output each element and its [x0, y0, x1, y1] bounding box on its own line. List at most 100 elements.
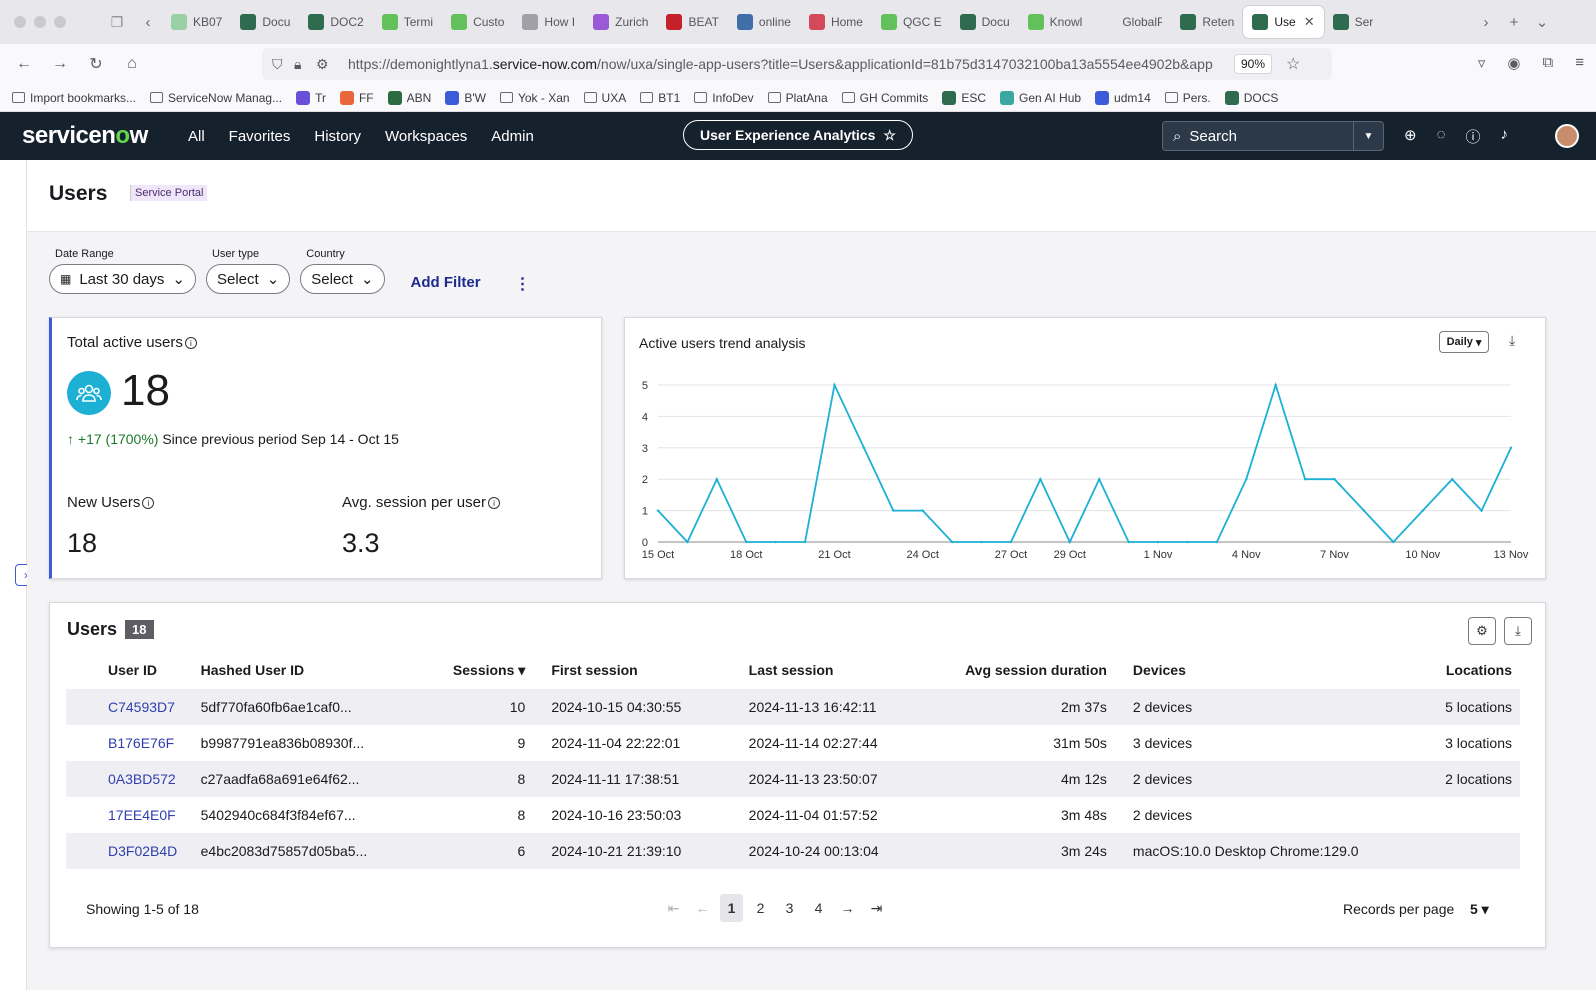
- country-select[interactable]: Select ⌄: [300, 264, 385, 294]
- page-button[interactable]: 4: [814, 900, 823, 916]
- browser-tab[interactable]: KB07: [162, 6, 231, 38]
- bookmark-item[interactable]: DOCS: [1224, 90, 1278, 105]
- next-page-icon[interactable]: →: [840, 900, 855, 916]
- table-row[interactable]: D3F02B4D e4bc2083d75857d05ba5... 6 2024-10-…: [66, 833, 1520, 869]
- bookmark-item[interactable]: Gen AI Hub: [1000, 90, 1081, 105]
- sort-desc-icon[interactable]: ▾: [514, 661, 526, 678]
- table-cell[interactable]: 17EE4E0F: [66, 797, 191, 833]
- reload-icon[interactable]: ↻: [89, 56, 103, 73]
- bookmark-item[interactable]: PlatAna: [767, 91, 828, 105]
- avatar[interactable]: [1555, 124, 1579, 148]
- last-page-icon[interactable]: ⇥: [870, 899, 883, 916]
- more-options-icon[interactable]: ⋮: [514, 276, 531, 293]
- column-header[interactable]: Devices: [1115, 651, 1385, 689]
- browser-tab[interactable]: online: [728, 6, 800, 38]
- bookmark-item[interactable]: BT1: [640, 91, 680, 105]
- back-icon[interactable]: ←: [16, 55, 32, 72]
- new-tab-icon[interactable]: +: [1509, 13, 1519, 31]
- column-header[interactable]: Sessions ▾: [429, 651, 533, 689]
- browser-tab[interactable]: Ser: [1324, 6, 1383, 38]
- browser-tab[interactable]: DOC2: [299, 6, 372, 38]
- browser-tab[interactable]: Home: [800, 6, 872, 38]
- tabs-scroll-left-icon[interactable]: ‹: [145, 13, 151, 31]
- user-id-link[interactable]: 17EE4E0F: [108, 807, 176, 823]
- bookmark-item[interactable]: Yok - Xan: [499, 91, 570, 105]
- table-settings-button[interactable]: ⚙: [1468, 617, 1496, 645]
- bookmark-item[interactable]: udm14: [1095, 90, 1151, 105]
- column-header[interactable]: User ID: [66, 651, 191, 689]
- table-row[interactable]: 17EE4E0F 5402940c684f3f84ef67... 8 2024-10-…: [66, 797, 1520, 833]
- table-download-button[interactable]: ⤓: [1504, 617, 1532, 645]
- browser-tab[interactable]: Knowl: [1019, 6, 1092, 38]
- browser-tab[interactable]: Zurich: [584, 6, 657, 38]
- info-icon[interactable]: i: [487, 497, 500, 509]
- user-type-select[interactable]: Select ⌄: [205, 264, 291, 294]
- bookmark-item[interactable]: ServiceNow Manag...: [150, 91, 282, 105]
- bookmark-item[interactable]: ABN: [387, 90, 431, 105]
- globe-icon[interactable]: ⊕: [1404, 127, 1417, 144]
- add-filter-button[interactable]: Add Filter: [410, 274, 481, 291]
- bookmark-item[interactable]: B'W: [445, 90, 486, 105]
- nav-item-favorites[interactable]: Favorites: [228, 127, 291, 145]
- table-cell[interactable]: D3F02B4D: [66, 833, 191, 869]
- servicenow-logo[interactable]: servicenow: [22, 122, 148, 149]
- forward-icon[interactable]: →: [52, 55, 68, 72]
- tab-overview-icon[interactable]: ❐: [110, 13, 124, 30]
- info-icon[interactable]: i: [184, 337, 197, 349]
- tabs-scroll-right-icon[interactable]: ›: [1483, 13, 1489, 31]
- records-per-page-select[interactable]: 5 ▾: [1470, 901, 1489, 917]
- browser-tab[interactable]: Custo: [442, 6, 513, 38]
- browser-tab[interactable]: QGC E: [872, 6, 951, 38]
- column-header[interactable]: Avg session duration: [928, 651, 1115, 689]
- column-header[interactable]: First session: [533, 651, 730, 689]
- first-page-icon[interactable]: ⇤: [667, 899, 680, 916]
- pocket-icon[interactable]: ▿: [1477, 55, 1486, 72]
- nav-item-all[interactable]: All: [188, 127, 205, 145]
- search-scope-dropdown[interactable]: ▼: [1353, 122, 1383, 150]
- prev-page-icon[interactable]: ←: [695, 900, 710, 916]
- column-header[interactable]: Locations: [1385, 651, 1520, 689]
- nav-item-admin[interactable]: Admin: [491, 127, 534, 145]
- page-button[interactable]: 3: [785, 900, 794, 916]
- browser-tab[interactable]: Reten: [1171, 6, 1243, 38]
- browser-tab[interactable]: Docu: [231, 6, 299, 38]
- table-row[interactable]: B176E76F b9987791ea836b08930f... 9 2024-11-…: [66, 725, 1520, 761]
- bell-icon[interactable]: ♪: [1500, 126, 1509, 143]
- chat-icon[interactable]: ◌: [1436, 126, 1446, 143]
- user-id-link[interactable]: D3F02B4D: [108, 843, 178, 859]
- column-header[interactable]: Hashed User ID: [191, 651, 430, 689]
- menu-icon[interactable]: ≡: [1575, 54, 1584, 71]
- bookmark-item[interactable]: FF: [339, 90, 374, 105]
- nav-item-workspaces[interactable]: Workspaces: [385, 127, 468, 145]
- account-icon[interactable]: ◉: [1507, 55, 1521, 72]
- bookmark-item[interactable]: InfoDev: [694, 91, 754, 105]
- browser-tab[interactable]: How I: [513, 6, 584, 38]
- zoom-level[interactable]: 90%: [1234, 54, 1273, 74]
- table-cell[interactable]: B176E76F: [66, 725, 191, 761]
- browser-tab[interactable]: Use ✕: [1243, 6, 1324, 38]
- browser-tab[interactable]: Docu: [951, 6, 1019, 38]
- interval-dropdown[interactable]: Daily ▾: [1439, 331, 1489, 353]
- table-row[interactable]: C74593D7 5df770fa60fb6ae1caf0... 10 2024-10…: [66, 689, 1520, 725]
- page-button[interactable]: 2: [756, 900, 765, 916]
- bookmark-item[interactable]: GH Commits: [841, 91, 928, 105]
- user-id-link[interactable]: B176E76F: [108, 735, 175, 751]
- bookmark-item[interactable]: Pers.: [1164, 91, 1211, 105]
- help-icon[interactable]: ⓘ: [1465, 129, 1481, 146]
- browser-tab[interactable]: BEAT: [657, 6, 727, 38]
- user-id-link[interactable]: 0A3BD572: [108, 771, 176, 787]
- page-button[interactable]: 1: [720, 894, 743, 922]
- favorite-star-icon[interactable]: ☆: [883, 126, 896, 143]
- bookmark-star-icon[interactable]: ☆: [1286, 56, 1301, 73]
- app-name-pill[interactable]: User Experience Analytics ☆: [683, 120, 913, 150]
- home-icon[interactable]: ⌂: [127, 55, 137, 72]
- user-id-link[interactable]: C74593D7: [108, 699, 175, 715]
- url-bar[interactable]: ⛉ 🔒︎ ⚙ https://demonightlyna1.service-no…: [262, 48, 1332, 80]
- nav-item-history[interactable]: History: [314, 127, 362, 145]
- tab-list-icon[interactable]: ⌄: [1535, 14, 1549, 31]
- search-input[interactable]: Search: [1189, 127, 1237, 145]
- table-cell[interactable]: C74593D7: [66, 689, 191, 725]
- bookmark-item[interactable]: Tr: [296, 90, 326, 105]
- download-icon[interactable]: ⤓: [1509, 332, 1516, 348]
- tab-close-icon[interactable]: ✕: [1303, 14, 1315, 29]
